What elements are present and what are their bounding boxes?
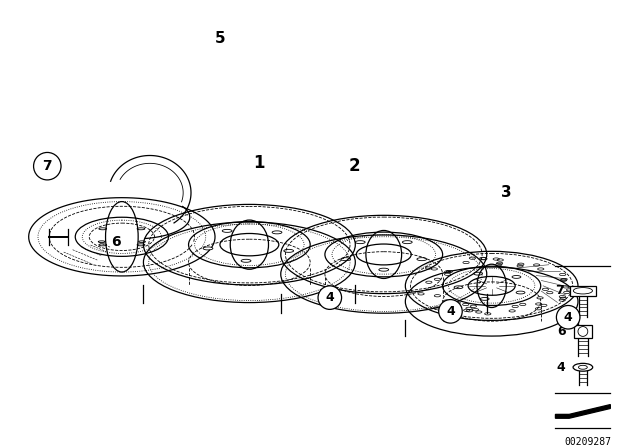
Text: 7: 7 xyxy=(555,284,564,297)
Text: 4: 4 xyxy=(564,311,573,324)
Circle shape xyxy=(33,152,61,180)
Text: 1: 1 xyxy=(253,154,265,172)
Text: 6: 6 xyxy=(557,325,566,338)
FancyBboxPatch shape xyxy=(574,325,592,338)
Text: 4: 4 xyxy=(325,291,334,304)
Text: 4: 4 xyxy=(557,361,566,374)
FancyBboxPatch shape xyxy=(570,286,596,296)
Text: 6: 6 xyxy=(111,235,121,249)
Text: 7: 7 xyxy=(42,159,52,173)
Circle shape xyxy=(318,286,342,310)
Text: 2: 2 xyxy=(349,157,360,175)
Text: 5: 5 xyxy=(214,31,225,46)
Polygon shape xyxy=(556,405,611,418)
Ellipse shape xyxy=(573,363,593,371)
Circle shape xyxy=(438,300,462,323)
Text: 4: 4 xyxy=(446,305,455,318)
Text: 00209287: 00209287 xyxy=(564,437,611,447)
Circle shape xyxy=(556,306,580,329)
Text: 3: 3 xyxy=(501,185,512,200)
